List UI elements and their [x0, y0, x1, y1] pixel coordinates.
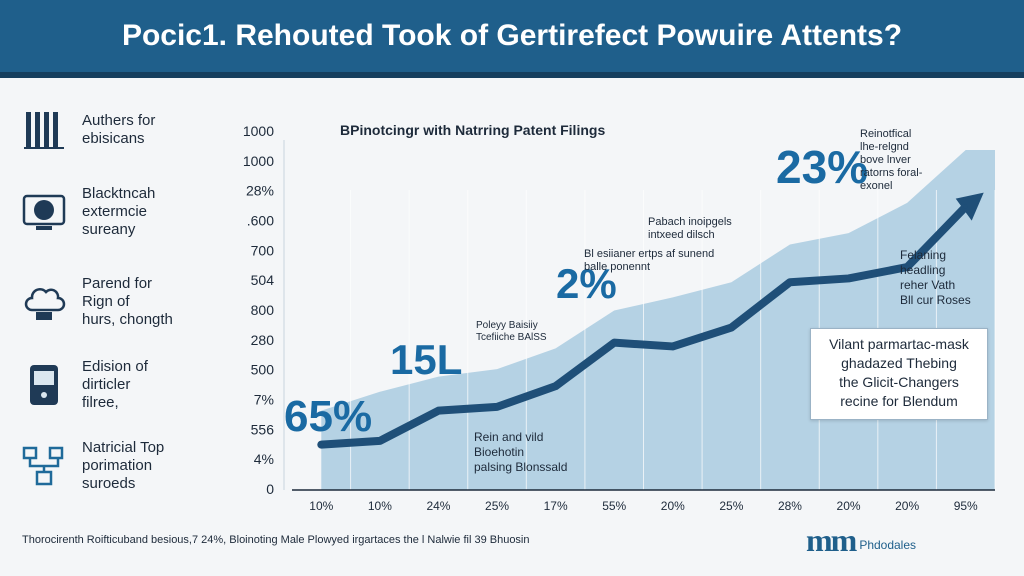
x-tick-label: 25% — [485, 499, 509, 513]
data-point — [963, 204, 968, 209]
y-tick-label: 800 — [251, 302, 275, 318]
data-point — [612, 340, 617, 345]
callout-mid: Bl esiianer ertps af sunend balle ponenn… — [584, 248, 715, 273]
callout-top-right: Reinotfical lhe-relgnd bove lnver ratorn… — [860, 128, 923, 192]
logo: mm Phdodales — [806, 522, 916, 558]
monitor-globe-icon — [20, 188, 68, 236]
sidebar-item-2: Blacktncah extermcie sureany — [20, 177, 220, 247]
callout-mid-upper: Pabach inoipgels intxeed dilsch — [648, 216, 732, 241]
arrow-head — [955, 192, 984, 221]
sidebar-item-label: Edision of dirticler filree, — [82, 358, 148, 411]
big-label-4: 23% — [776, 141, 869, 193]
data-point — [377, 438, 382, 443]
y-tick-label: 0 — [266, 481, 274, 497]
x-tick-label: 10% — [309, 499, 333, 513]
chart-title: BPinotcingr with Natrring Patent Filings — [340, 122, 606, 138]
y-tick-label: 1000 — [243, 153, 274, 169]
y-tick-label: 700 — [251, 242, 275, 258]
y-tick-label: .600 — [247, 213, 274, 229]
data-point — [787, 280, 792, 285]
series-line — [317, 202, 970, 449]
page-title: Pocic1. Rehouted Took of Gertirefect Pow… — [121, 19, 903, 52]
sidebar-item-label: Authers for ebisicans — [82, 112, 156, 147]
y-tick-label: 556 — [251, 421, 275, 437]
x-tick-label: 24% — [426, 499, 450, 513]
data-point — [319, 442, 324, 447]
data-point — [670, 344, 675, 349]
y-tick-label: 280 — [251, 332, 275, 348]
data-point — [495, 404, 500, 409]
y-tick-label: 28% — [246, 183, 274, 199]
x-tick-label: 17% — [544, 499, 568, 513]
callout-bottom: Rein and vild Bioehotin palsing Blonssal… — [474, 430, 568, 474]
sidebar-item-1: Authers for ebisicans — [20, 95, 220, 165]
data-point — [846, 276, 851, 281]
x-tick-label: 28% — [778, 499, 802, 513]
logo-text: Phdodales — [859, 538, 917, 552]
y-tick-label: 7% — [254, 392, 274, 408]
sidebar-item-3: Parend for Rign of hurs, chongth — [20, 267, 220, 337]
x-tick-label: 25% — [719, 499, 743, 513]
sidebar-item-5: Natricial Top porimation suroeds — [20, 431, 220, 501]
y-tick-label: 500 — [251, 362, 275, 378]
footer-text: Thorocirenth Roifticuband besious,7 24%,… — [22, 534, 530, 546]
callout-right: Felaning headling reher Vath Bll cur Ros… — [900, 248, 971, 307]
data-point — [553, 384, 558, 389]
x-tick-label: 55% — [602, 499, 626, 513]
sidebar-item-4: Edision of dirticler filree, — [20, 350, 220, 420]
bar-chart-icon — [20, 106, 68, 154]
x-tick-label: 95% — [954, 499, 978, 513]
header-divider — [0, 72, 1024, 78]
logo-mark: mm — [806, 521, 857, 558]
data-point — [436, 408, 441, 413]
x-tick-label: 20% — [895, 499, 919, 513]
data-point — [905, 265, 910, 270]
y-tick-label: 1000 — [243, 123, 274, 139]
y-tick-label: 4% — [254, 451, 274, 467]
x-tick-label: 20% — [837, 499, 861, 513]
device-icon — [20, 361, 68, 409]
sidebar-item-label: Blacktncah extermcie sureany — [82, 185, 156, 238]
big-label-3: 2% — [556, 260, 617, 307]
header-banner: Pocic1. Rehouted Took of Gertirefect Pow… — [0, 0, 1024, 72]
cloud-robot-icon — [20, 278, 68, 326]
highlight-box: Vilant parmartac-mask ghadazed Thebing t… — [810, 328, 988, 420]
sidebar-item-label: Natricial Top porimation suroeds — [82, 439, 165, 492]
x-tick-label: 10% — [368, 499, 392, 513]
callout-left-mid: Poleyy Baisiiy Tcefiiche BAlSS — [476, 320, 547, 343]
x-tick-label: 20% — [661, 499, 685, 513]
big-label-2: 15L — [390, 336, 463, 383]
data-point — [729, 325, 734, 330]
y-tick-label: 504 — [251, 272, 275, 288]
area-fill — [321, 150, 996, 490]
sidebar-item-label: Parend for Rign of hurs, chongth — [82, 275, 173, 328]
network-icon — [20, 442, 68, 490]
big-label-1: 65% — [284, 392, 373, 441]
